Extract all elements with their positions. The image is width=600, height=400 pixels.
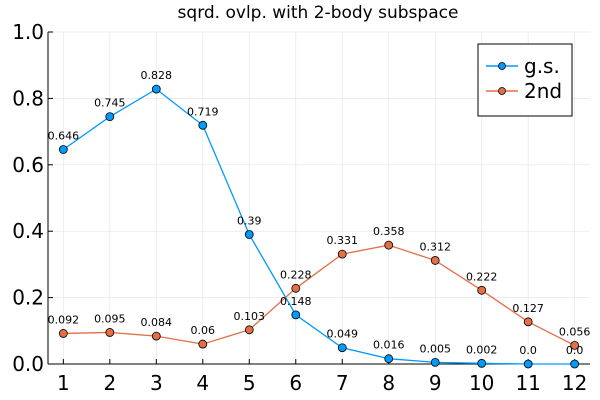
data-label: 0.049	[326, 328, 358, 341]
data-point	[244, 230, 254, 239]
x-tick-label: 11	[515, 371, 540, 395]
data-label: 0.228	[280, 268, 312, 281]
data-label: 0.0	[519, 344, 537, 357]
data-point	[291, 283, 301, 293]
data-point	[105, 328, 115, 337]
data-point	[151, 84, 161, 94]
legend-label: 2nd	[524, 79, 562, 103]
data-point	[151, 331, 161, 341]
data-point	[430, 256, 440, 265]
chart-title: sqrd. ovlp. with 2-body subspace	[178, 3, 459, 23]
x-tick-label: 4	[196, 371, 209, 395]
data-label: 0.084	[141, 316, 173, 329]
data-label: 0.005	[419, 342, 451, 355]
x-tick-label: 7	[336, 371, 349, 395]
data-label: 0.312	[419, 240, 451, 253]
data-point	[198, 339, 208, 349]
y-tick-label: 0.6	[12, 153, 44, 177]
series-layer	[58, 84, 580, 369]
data-label: 0.331	[326, 234, 358, 247]
data-label: 0.222	[466, 270, 498, 283]
data-point	[384, 354, 394, 364]
data-label: 0.39	[237, 215, 262, 228]
legend: g.s.2nd	[477, 43, 573, 117]
data-label: 0.127	[512, 302, 544, 315]
series-line-2nd	[63, 244, 575, 346]
data-point	[244, 325, 254, 335]
data-point	[384, 240, 394, 250]
data-label: 0.646	[48, 130, 80, 143]
data-point	[570, 341, 580, 350]
data-point	[337, 343, 347, 353]
data-labels: 0.646 0.745 0.828 0.719 0.39 0.148 0.049 0.016 0…	[48, 69, 591, 357]
data-point	[337, 249, 347, 259]
legend-marker	[498, 62, 506, 70]
data-point	[430, 357, 440, 367]
x-tick-label: 2	[103, 371, 116, 395]
data-point	[291, 310, 301, 320]
data-point	[105, 112, 115, 122]
y-tick-label: 0.4	[12, 219, 44, 243]
data-label: 0.745	[94, 97, 126, 110]
data-label: 0.056	[559, 325, 591, 338]
grid	[48, 31, 590, 365]
series-line-gs	[62, 88, 575, 365]
y-tick-label: 1.0	[12, 20, 44, 44]
data-point	[477, 358, 487, 368]
data-point	[523, 359, 533, 369]
data-point	[523, 317, 533, 327]
legend-marker	[498, 87, 506, 95]
data-label: 0.358	[373, 225, 405, 238]
x-tick-label: 6	[289, 371, 302, 395]
data-point	[198, 120, 208, 130]
data-label: 0.016	[373, 339, 405, 352]
axes: 0.00.20.40.60.81.01 2 3 4 5 6 7 8 9 10 11 12	[12, 20, 590, 395]
data-point	[58, 145, 68, 154]
data-label: 0.828	[141, 69, 173, 82]
y-tick-label: 0.2	[12, 286, 44, 310]
data-label: 0.092	[48, 313, 80, 326]
data-label: 0.719	[187, 105, 219, 118]
data-label: 0.095	[94, 312, 126, 325]
x-tick-label: 9	[429, 371, 442, 395]
x-tick-label: 3	[150, 371, 163, 395]
data-label: 0.103	[234, 310, 266, 323]
x-tick-label: 10	[469, 371, 494, 395]
data-label: 0.0	[566, 344, 584, 357]
data-point	[570, 359, 580, 369]
legend-box	[477, 43, 573, 117]
y-tick-label: 0.0	[12, 352, 44, 376]
x-tick-label: 8	[382, 371, 395, 395]
data-point	[58, 329, 68, 338]
data-label: 0.148	[280, 295, 312, 308]
legend-label: g.s.	[524, 54, 560, 78]
x-tick-label: 5	[243, 371, 256, 395]
x-tick-label: 1	[57, 371, 70, 395]
data-label: 0.06	[191, 324, 216, 337]
y-tick-label: 0.8	[12, 86, 44, 110]
data-label: 0.002	[466, 343, 498, 356]
data-point	[477, 285, 487, 295]
x-tick-label: 12	[562, 371, 587, 395]
